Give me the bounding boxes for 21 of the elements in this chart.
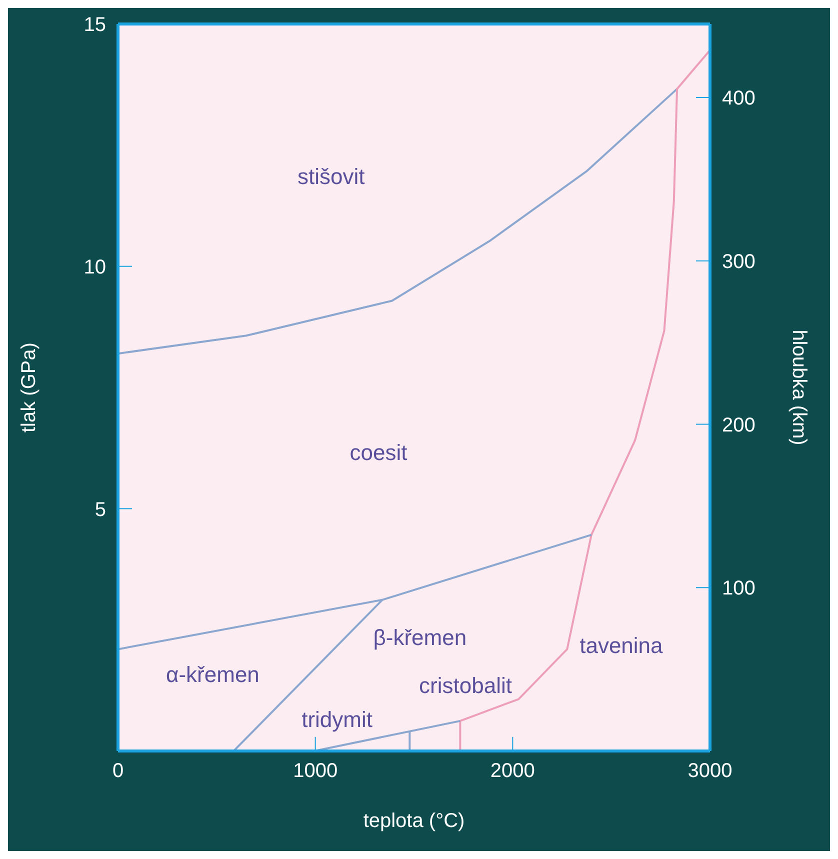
x-tick-label: 0	[112, 760, 124, 782]
x-tick-label: 3000	[688, 760, 732, 782]
x-axis-title: teplota (°C)	[363, 810, 465, 832]
y-tick-label: 10	[84, 256, 106, 278]
annotation: cristobalit	[419, 672, 512, 698]
x-tick-label: 1000	[293, 760, 338, 782]
annotation: β-křemen	[373, 625, 467, 650]
y2-tick-label: 400	[722, 88, 756, 110]
y-tick-label: 5	[94, 498, 106, 521]
annotation: α-křemen	[166, 662, 260, 687]
y2-tick-label: 300	[722, 250, 756, 273]
annotation: stišovit	[297, 164, 365, 189]
y2-tick-label: 200	[722, 414, 756, 436]
x-tick-label: 2000	[490, 760, 535, 782]
y2-axis-title: hloubka (km)	[788, 330, 810, 446]
y-tick-label: 15	[84, 14, 106, 36]
annotation: coesit	[350, 440, 408, 465]
y2-tick-label: 100	[722, 578, 756, 600]
annotation: tridymit	[302, 707, 372, 732]
annotation: tavenina	[580, 632, 663, 658]
y-axis-title: tlak (GPa)	[18, 342, 40, 433]
